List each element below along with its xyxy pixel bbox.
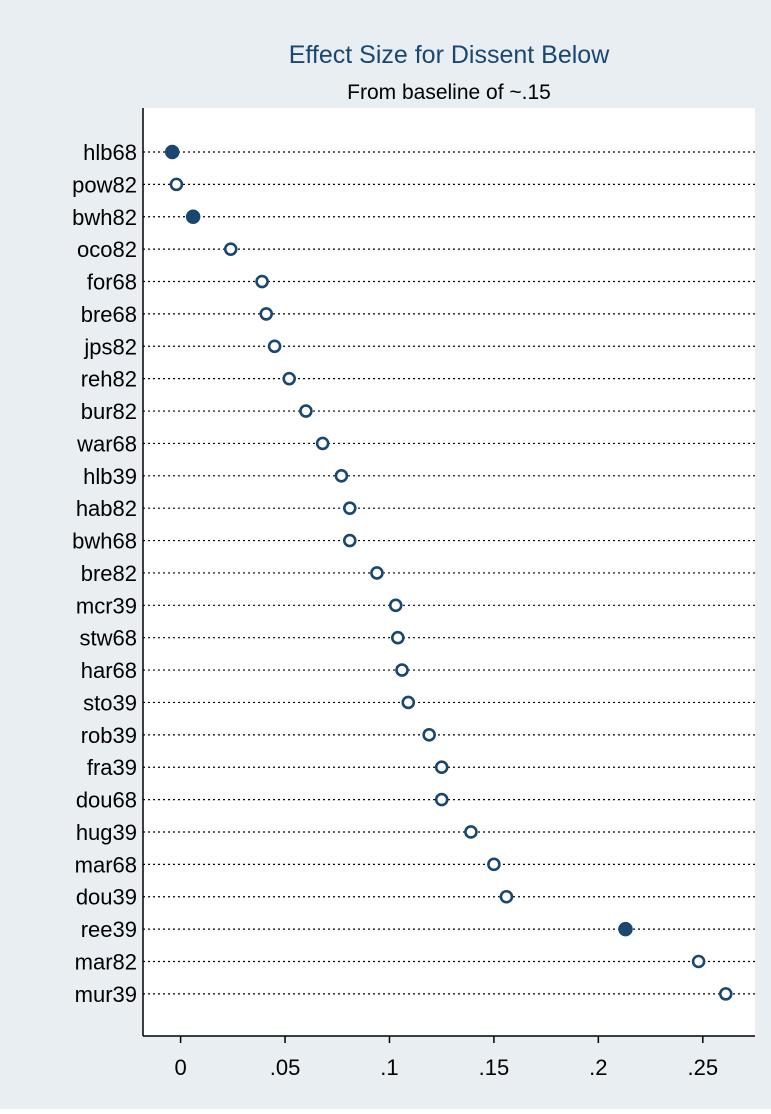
- point-marker-hollow: [391, 630, 405, 645]
- point-marker-hollow: [464, 825, 478, 839]
- x-axis-ticks: 0 .05 .1 .15 .2 .25: [174, 1036, 718, 1080]
- category-label: bre82: [81, 561, 137, 586]
- category-label: har68: [81, 658, 137, 683]
- category-label: jps82: [83, 334, 137, 359]
- x-tick-label: 0: [174, 1055, 186, 1080]
- point-marker-hollow: [315, 436, 330, 451]
- category-label: fra39: [87, 755, 137, 780]
- category-label: dou68: [76, 788, 137, 813]
- point-marker-hollow: [388, 598, 403, 613]
- guide-lines: [143, 151, 755, 995]
- data-points: [164, 144, 733, 1001]
- category-label: sto39: [83, 690, 137, 715]
- point-marker-hollow: [223, 242, 238, 256]
- category-label: bwh82: [72, 205, 137, 230]
- category-labels: hlb68 pow82 bwh82 oco82 for68 bre68 jps82 reh82…: [72, 140, 137, 1007]
- category-label: oco82: [77, 237, 137, 262]
- x-tick-label: .25: [687, 1055, 718, 1080]
- category-label: pow82: [72, 172, 137, 197]
- point-marker-hollow: [434, 792, 449, 807]
- category-label: hlb39: [83, 464, 137, 489]
- category-label: bwh68: [72, 529, 137, 554]
- category-label: mar82: [75, 950, 137, 975]
- point-marker-filled: [164, 144, 180, 160]
- point-marker-hollow: [282, 371, 297, 386]
- point-marker-hollow: [499, 889, 514, 904]
- point-marker-hollow: [395, 663, 409, 677]
- category-label: reh82: [81, 367, 137, 392]
- category-label: stw68: [80, 626, 137, 651]
- category-label: ree39: [81, 917, 137, 942]
- category-label: bur82: [81, 399, 137, 424]
- point-marker-hollow: [267, 339, 282, 354]
- category-label: mcr39: [76, 593, 137, 618]
- category-label: for68: [87, 270, 137, 295]
- plot-area: [143, 108, 755, 1036]
- point-marker-hollow: [342, 533, 357, 548]
- category-label: hlb68: [83, 140, 137, 165]
- point-marker-hollow: [434, 760, 449, 775]
- category-label: mar68: [75, 852, 137, 877]
- point-marker-hollow: [370, 566, 384, 580]
- category-label: dou39: [76, 885, 137, 910]
- point-marker-hollow: [487, 857, 501, 872]
- chart-subtitle: From baseline of ~.15: [347, 81, 551, 104]
- point-marker-hollow: [169, 177, 184, 192]
- x-tick-label: .2: [589, 1055, 607, 1080]
- chart-title: Effect Size for Dissent Below: [289, 41, 610, 69]
- point-marker-hollow: [334, 468, 349, 483]
- point-marker-hollow: [259, 307, 274, 321]
- point-marker-hollow: [401, 695, 416, 710]
- point-marker-hollow: [342, 501, 357, 515]
- point-marker-hollow: [691, 954, 706, 969]
- x-tick-label: .15: [479, 1055, 510, 1080]
- category-label: hug39: [76, 820, 137, 845]
- point-marker-hollow: [299, 404, 313, 418]
- point-marker-hollow: [255, 274, 269, 289]
- category-label: war68: [76, 431, 137, 456]
- category-label: bre68: [81, 302, 137, 327]
- x-tick-label: .1: [380, 1055, 398, 1080]
- x-tick-label: .05: [270, 1055, 301, 1080]
- point-marker-filled: [618, 921, 633, 937]
- point-marker-hollow: [718, 987, 733, 1001]
- point-marker-filled: [185, 209, 201, 225]
- point-marker-hollow: [422, 728, 436, 742]
- category-label: mur39: [75, 982, 137, 1007]
- category-label: rob39: [81, 723, 137, 748]
- category-label: hab82: [76, 496, 137, 521]
